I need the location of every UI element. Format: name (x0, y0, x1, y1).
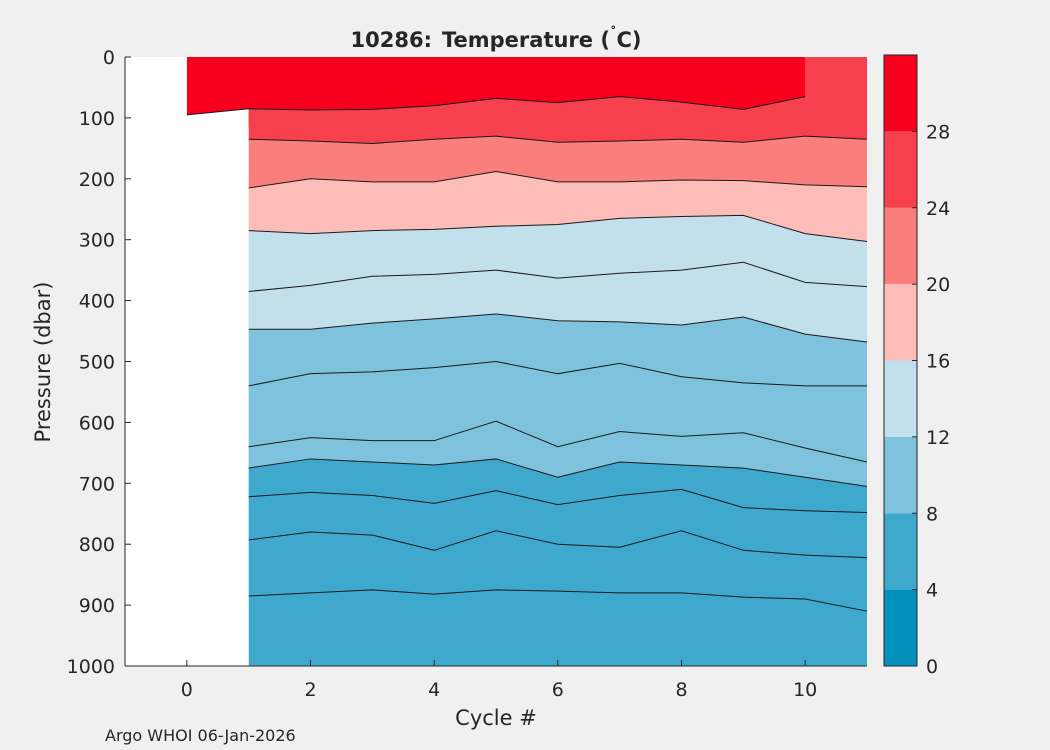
isotherm-line-14 (248, 313, 868, 343)
y-tick-label: 700 (79, 473, 115, 495)
y-axis-ticks: 0 100 200 300 400 500 600 700 800 900 1000 (67, 47, 131, 678)
no-data-region (125, 57, 249, 666)
x-tick-label: 4 (428, 679, 440, 701)
x-tick-label: 10 (793, 679, 817, 701)
isotherm-line-10 (248, 420, 868, 463)
colorbar-tick-label: 0 (926, 656, 938, 678)
isotherm-line-12 (248, 360, 867, 387)
x-tick-label: 0 (181, 679, 193, 701)
y-tick-label: 400 (79, 291, 115, 313)
contour-lines (186, 96, 868, 612)
colorbar-band-4-8 (884, 513, 917, 590)
isotherm-line-18 (248, 214, 868, 243)
isotherm-line-6 (248, 530, 868, 559)
y-tick-label: 300 (79, 230, 115, 252)
colorbar-tick-label: 16 (926, 351, 950, 373)
y-tick-label: 600 (79, 412, 115, 434)
y-tick-label: 500 (79, 352, 115, 374)
contour-band-surface-east (805, 57, 867, 131)
isotherm-line-16 (248, 261, 868, 292)
contour-fills (125, 57, 867, 666)
y-tick-label: 1000 (67, 656, 115, 678)
colorbar-band-16-20 (884, 284, 917, 361)
colorbar-tick-label: 4 (926, 580, 938, 602)
colorbar-tick-label: 24 (926, 198, 950, 220)
colorbar-tick-label: 12 (926, 427, 950, 449)
colorbar-ticks: 0 4 8 12 16 20 24 28 (912, 121, 950, 678)
colorbar-band-28-32 (884, 55, 917, 132)
colorbar-band-8-12 (884, 436, 917, 514)
y-tick-label: 900 (79, 595, 115, 617)
colorbar-band-0-4 (884, 589, 917, 666)
colorbar-tick-label: 28 (926, 121, 950, 143)
y-tick-label: 0 (103, 47, 115, 69)
colorbar-band-24-28 (884, 131, 917, 208)
isotherm-line-28 (186, 96, 806, 116)
isotherm-line-9 (248, 458, 868, 487)
colorbar-band-12-16 (884, 360, 917, 437)
y-tick-label: 200 (79, 169, 115, 191)
colorbar-tick-label: 8 (926, 503, 938, 525)
x-tick-label: 2 (304, 679, 316, 701)
isotherm-line-26 (248, 135, 868, 144)
plot-area (124, 57, 868, 667)
isotherm-line-20 (248, 170, 868, 189)
colorbar-bands (884, 55, 917, 666)
isotherm-line-8 (248, 488, 868, 514)
contour-band-28 (186, 57, 806, 115)
y-tick-label: 800 (79, 534, 115, 556)
colorbar: 0 4 8 12 16 20 24 28 (883, 54, 950, 678)
chart-title: 10286: Temperature (˚C) (351, 25, 642, 52)
footer-credit: Argo WHOI 06-Jan-2026 (105, 726, 296, 745)
x-tick-label: 6 (552, 679, 564, 701)
x-axis-ticks: 0 2 4 6 8 10 (181, 660, 817, 701)
colorbar-tick-label: 20 (926, 274, 950, 296)
isotherm-line-5 (248, 589, 868, 612)
title-degree-symbol: ˚ (610, 25, 617, 41)
x-tick-label: 8 (675, 679, 687, 701)
title-unit: C) (616, 28, 641, 52)
title-text: Temperature ( (442, 28, 610, 52)
title-float-id: 10286: (351, 28, 432, 52)
colorbar-band-20-24 (884, 207, 917, 285)
y-tick-label: 100 (79, 108, 115, 130)
y-axis-title: Pressure (dbar) (31, 282, 55, 443)
x-axis-title: Cycle # (455, 706, 537, 730)
